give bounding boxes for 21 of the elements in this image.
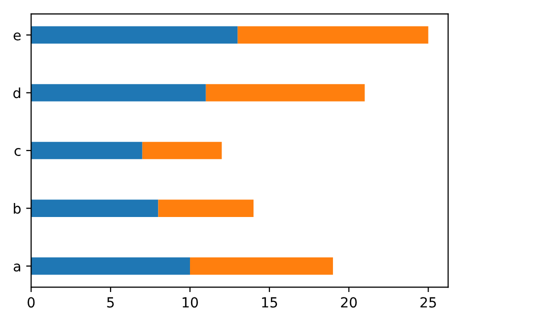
x-tick-label: 0: [28, 297, 35, 308]
bar: [31, 26, 238, 44]
bar: [31, 257, 190, 275]
bar: [31, 142, 142, 160]
y-tick-label: e: [14, 32, 21, 40]
x-tick-label: 25: [420, 297, 436, 308]
x-tick-label: 5: [107, 297, 114, 308]
y-tick-label: c: [14, 148, 21, 156]
bar: [190, 257, 333, 275]
y-tick-label: d: [13, 87, 20, 98]
x-tick-label: 15: [262, 297, 278, 308]
bar: [142, 142, 222, 160]
bar: [31, 200, 158, 217]
x-tick-label: 10: [182, 297, 198, 308]
bar: [238, 26, 428, 44]
y-tick-label: a: [14, 264, 20, 272]
bar: [206, 84, 365, 102]
bar: [158, 200, 254, 217]
x-tick-label: 20: [341, 297, 357, 308]
bar: [31, 84, 206, 102]
y-tick-label: b: [14, 203, 21, 214]
